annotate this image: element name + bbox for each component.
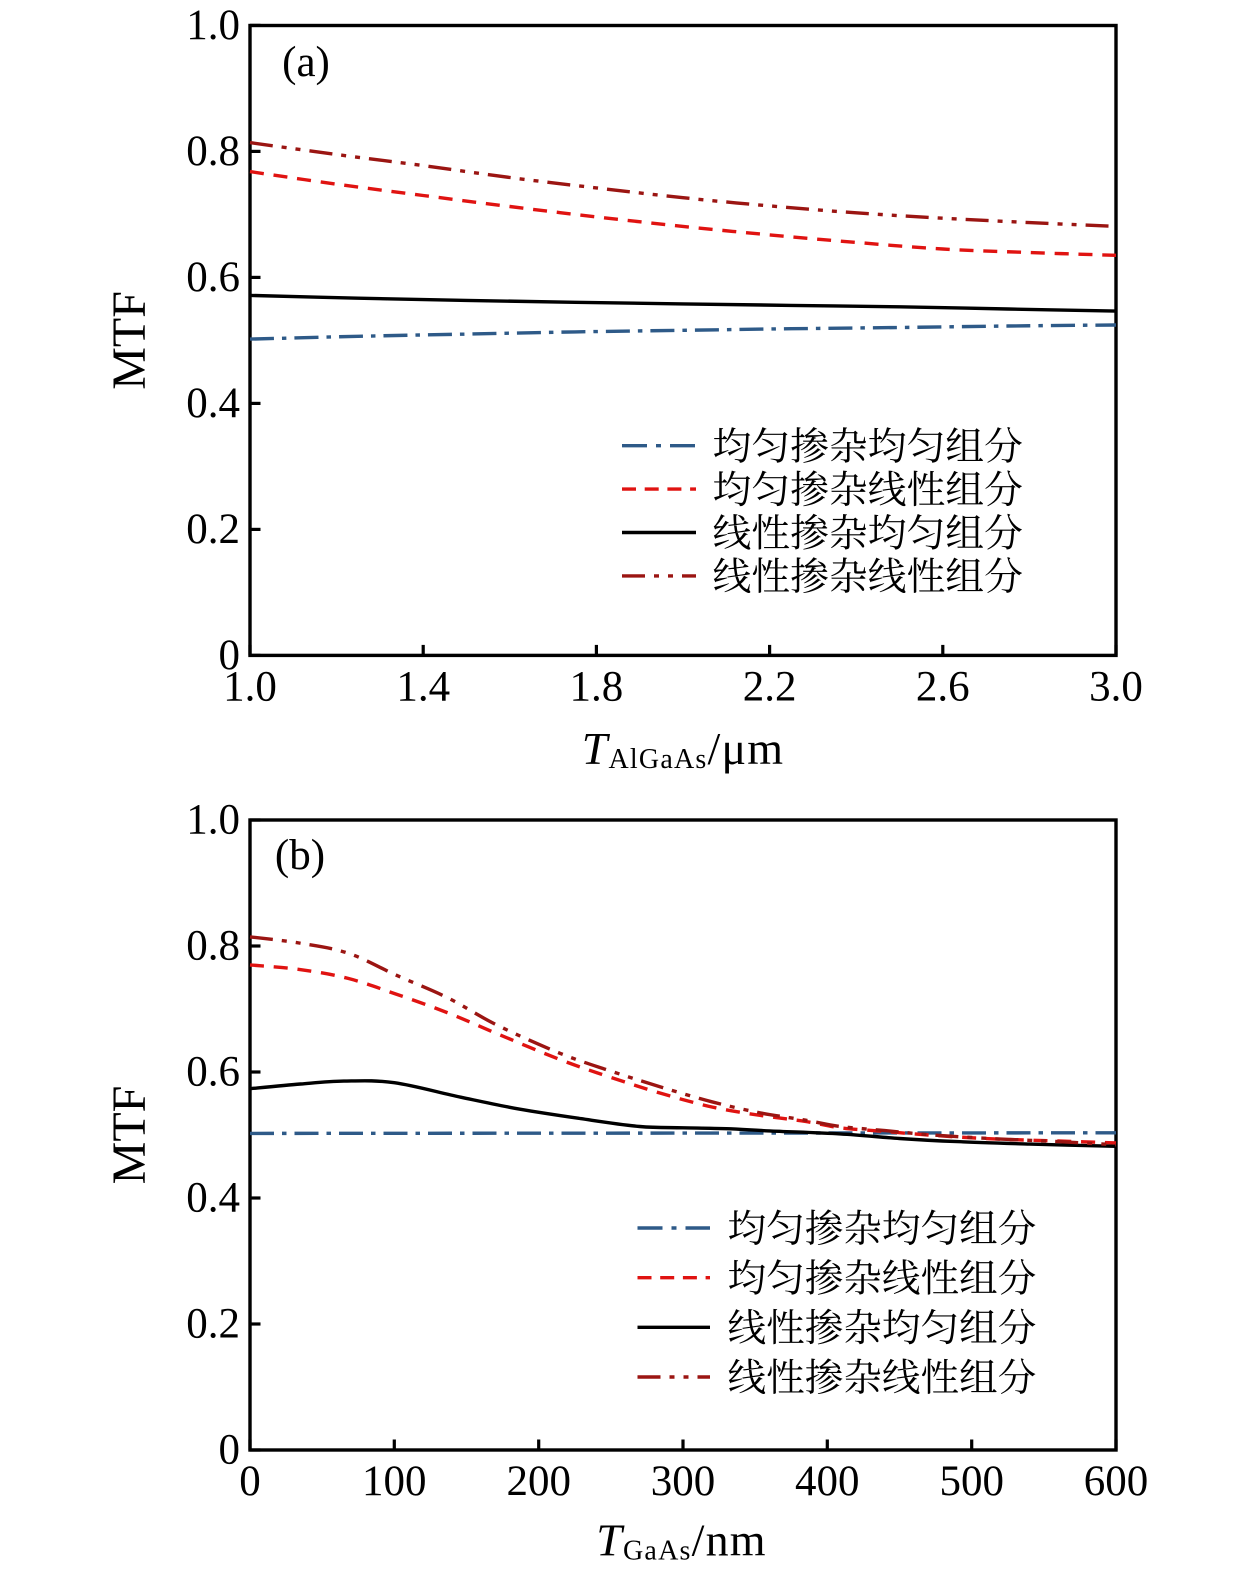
svg-text:2.2: 2.2 — [743, 664, 797, 711]
svg-text:(b): (b) — [275, 832, 325, 879]
svg-text:0.8: 0.8 — [186, 128, 240, 175]
svg-text:500: 500 — [939, 1458, 1004, 1505]
svg-text:0.4: 0.4 — [186, 380, 240, 427]
svg-text:3.0: 3.0 — [1089, 664, 1143, 711]
svg-text:1.0: 1.0 — [186, 2, 240, 49]
svg-text:0.6: 0.6 — [186, 254, 240, 301]
svg-text:0: 0 — [219, 1427, 241, 1474]
svg-text:100: 100 — [362, 1458, 427, 1505]
svg-text:400: 400 — [795, 1458, 860, 1505]
svg-text:MTF: MTF — [103, 291, 156, 390]
svg-text:(a): (a) — [282, 39, 330, 86]
svg-text:0.2: 0.2 — [186, 1301, 240, 1348]
svg-text:TGaAs/nm: TGaAs/nm — [596, 1515, 767, 1567]
svg-text:300: 300 — [651, 1458, 716, 1505]
svg-text:0.6: 0.6 — [186, 1049, 240, 1096]
svg-text:0.4: 0.4 — [186, 1175, 240, 1222]
svg-text:0: 0 — [219, 632, 241, 679]
svg-text:TAlGaAs/μm: TAlGaAs/μm — [582, 723, 785, 775]
svg-text:MTF: MTF — [103, 1086, 156, 1185]
svg-text:0.8: 0.8 — [186, 923, 240, 970]
svg-text:600: 600 — [1084, 1458, 1149, 1505]
svg-text:200: 200 — [506, 1458, 571, 1505]
svg-text:2.6: 2.6 — [916, 664, 970, 711]
svg-text:1.0: 1.0 — [186, 797, 240, 844]
svg-text:0: 0 — [239, 1458, 261, 1505]
svg-text:1.8: 1.8 — [570, 664, 624, 711]
svg-text:1.0: 1.0 — [223, 664, 277, 711]
svg-text:0.2: 0.2 — [186, 506, 240, 553]
svg-text:1.4: 1.4 — [396, 664, 450, 711]
